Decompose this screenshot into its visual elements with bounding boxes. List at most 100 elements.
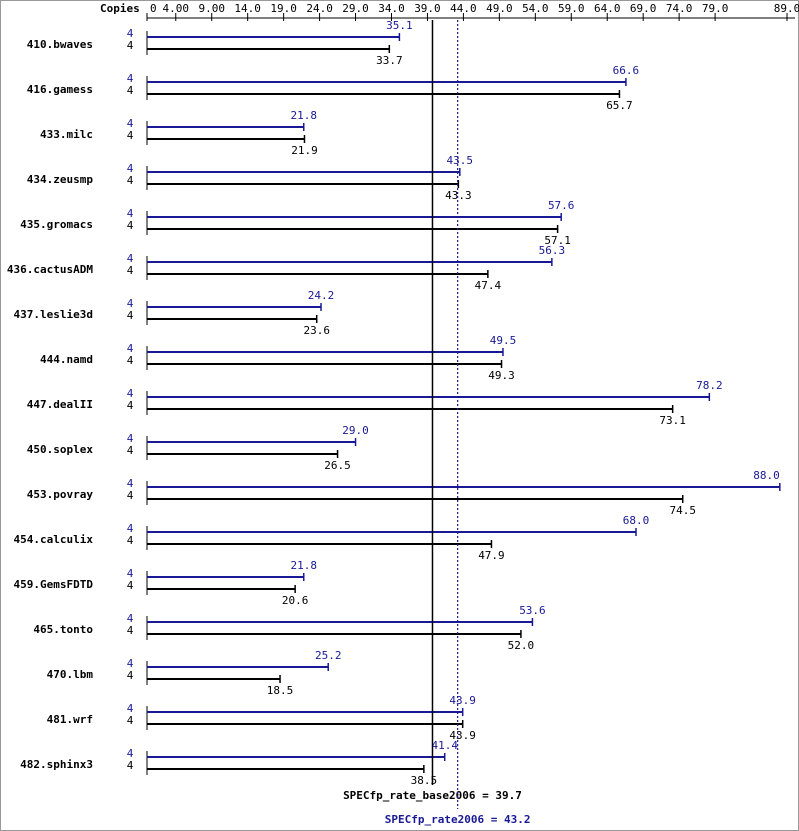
value-label: 49.5 — [490, 334, 517, 347]
copies: 4 — [127, 759, 134, 772]
value-label: 74.5 — [669, 504, 696, 517]
value-label: 68.0 — [623, 514, 650, 527]
category-label: 434.zeusmp — [27, 173, 94, 186]
copies: 4 — [127, 432, 134, 445]
x-tick-label: 49.0 — [486, 2, 513, 15]
value-label: 38.5 — [411, 774, 438, 787]
category-label: 433.milc — [40, 128, 93, 141]
copies: 4 — [127, 252, 134, 265]
copies: 4 — [127, 714, 134, 727]
x-tick-label: 44.0 — [450, 2, 477, 15]
x-tick-label: 54.0 — [522, 2, 549, 15]
value-label: 43.9 — [449, 694, 476, 707]
copies: 4 — [127, 669, 134, 682]
category-label: 459.GemsFDTD — [14, 578, 94, 591]
copies: 4 — [127, 162, 134, 175]
value-label: 56.3 — [539, 244, 566, 257]
category-label: 465.tonto — [33, 623, 93, 636]
value-label: 26.5 — [324, 459, 351, 472]
category-label: 410.bwaves — [27, 38, 93, 51]
value-label: 23.6 — [303, 324, 330, 337]
value-label: 33.7 — [376, 54, 403, 67]
x-tick-label: 79.0 — [702, 2, 729, 15]
copies: 4 — [127, 27, 134, 40]
value-label: 21.8 — [291, 109, 318, 122]
copies: 4 — [127, 207, 134, 220]
value-label: 73.1 — [659, 414, 686, 427]
value-label: 88.0 — [753, 469, 780, 482]
copies-header: Copies — [100, 2, 140, 15]
value-label: 66.6 — [613, 64, 640, 77]
value-label: 78.2 — [696, 379, 723, 392]
x-tick-label: 34.0 — [378, 2, 405, 15]
reference-label: SPECfp_rate_base2006 = 39.7 — [343, 789, 522, 802]
copies: 4 — [127, 399, 134, 412]
value-label: 65.7 — [606, 99, 633, 112]
category-label: 481.wrf — [47, 713, 93, 726]
copies: 4 — [127, 387, 134, 400]
x-tick-label: 74.0 — [666, 2, 693, 15]
category-label: 444.namd — [40, 353, 93, 366]
copies: 4 — [127, 522, 134, 535]
x-tick-label: 24.0 — [306, 2, 333, 15]
copies: 4 — [127, 309, 134, 322]
category-label: 453.povray — [27, 488, 94, 501]
copies: 4 — [127, 342, 134, 355]
category-label: 447.dealII — [27, 398, 93, 411]
value-label: 43.9 — [449, 729, 476, 742]
category-label: 454.calculix — [14, 533, 94, 546]
value-label: 18.5 — [267, 684, 294, 697]
copies: 4 — [127, 702, 134, 715]
copies: 4 — [127, 39, 134, 52]
value-label: 20.6 — [282, 594, 309, 607]
copies: 4 — [127, 612, 134, 625]
x-tick-label: 4.00 — [163, 2, 190, 15]
value-label: 35.1 — [386, 19, 413, 32]
copies: 4 — [127, 129, 134, 142]
value-label: 29.0 — [342, 424, 369, 437]
x-tick-label: 19.0 — [270, 2, 297, 15]
value-label: 25.2 — [315, 649, 342, 662]
value-label: 21.8 — [291, 559, 318, 572]
copies: 4 — [127, 84, 134, 97]
copies: 4 — [127, 489, 134, 502]
copies: 4 — [127, 567, 134, 580]
value-label: 47.4 — [475, 279, 502, 292]
copies: 4 — [127, 297, 134, 310]
value-label: 24.2 — [308, 289, 335, 302]
x-tick-label: 39.0 — [414, 2, 441, 15]
value-label: 53.6 — [519, 604, 546, 617]
value-label: 52.0 — [508, 639, 535, 652]
value-label: 41.4 — [431, 739, 458, 752]
x-tick-label: 14.0 — [234, 2, 261, 15]
x-tick-label: 89.0 — [774, 2, 799, 15]
copies: 4 — [127, 534, 134, 547]
copies: 4 — [127, 624, 134, 637]
copies: 4 — [127, 354, 134, 367]
copies: 4 — [127, 579, 134, 592]
copies: 4 — [127, 747, 134, 760]
category-label: 450.soplex — [27, 443, 94, 456]
value-label: 43.5 — [447, 154, 474, 167]
value-label: 57.6 — [548, 199, 575, 212]
value-label: 49.3 — [488, 369, 515, 382]
x-tick-label: 0 — [150, 2, 157, 15]
x-tick-label: 69.0 — [630, 2, 657, 15]
copies: 4 — [127, 174, 134, 187]
copies: 4 — [127, 72, 134, 85]
reference-label: SPECfp_rate2006 = 43.2 — [385, 813, 531, 826]
x-tick-label: 59.0 — [558, 2, 585, 15]
value-label: 43.3 — [445, 189, 472, 202]
x-tick-label: 9.00 — [198, 2, 225, 15]
category-label: 435.gromacs — [20, 218, 93, 231]
value-label: 47.9 — [478, 549, 505, 562]
copies: 4 — [127, 117, 134, 130]
copies: 4 — [127, 444, 134, 457]
x-tick-label: 29.0 — [342, 2, 369, 15]
copies: 4 — [127, 264, 134, 277]
copies: 4 — [127, 657, 134, 670]
category-label: 416.gamess — [27, 83, 93, 96]
category-label: 470.lbm — [47, 668, 94, 681]
